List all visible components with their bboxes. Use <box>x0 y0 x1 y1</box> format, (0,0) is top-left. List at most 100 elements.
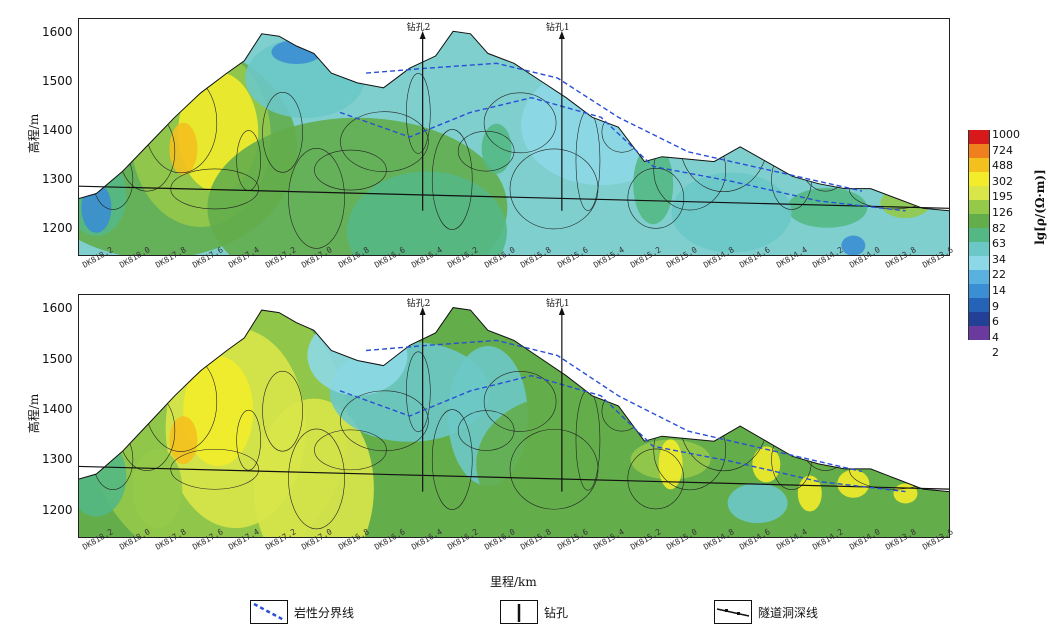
tunnel-depth-line <box>79 465 949 490</box>
colorbar-swatch <box>968 172 990 186</box>
colorbar-label: 488 <box>992 159 1013 173</box>
resistivity-region-16 <box>841 235 866 255</box>
chart-panel-top: 钻孔2 钻孔1 <box>78 18 950 256</box>
borehole-legend-swatch <box>500 600 538 624</box>
contour-line-23 <box>823 351 896 452</box>
contour-line-0 <box>79 93 92 134</box>
colorbar-label: 126 <box>992 206 1013 219</box>
borehole-label-2: 钻孔1 <box>546 21 570 33</box>
borehole-arrow-2 <box>558 307 565 315</box>
chart-panel-bottom: 钻孔2 钻孔1 <box>78 294 950 538</box>
resistivity-region-6 <box>307 315 408 396</box>
contour-line-6 <box>262 91 303 173</box>
colorbar-label: 302 <box>992 174 1013 188</box>
y-tick-label: 1400 <box>42 401 73 416</box>
resistivity-field <box>79 307 949 537</box>
colorbar-swatch <box>968 130 990 144</box>
tunnel-legend-label: 隧道洞深线 <box>758 606 819 620</box>
borehole-legend-label: 钻孔 <box>544 606 569 620</box>
lithology-boundary-1 <box>366 339 863 473</box>
y-tick-label: 1400 <box>42 123 73 138</box>
contour-line-13 <box>483 371 557 432</box>
colorbar-swatch <box>968 298 990 312</box>
contour-line-25 <box>914 130 940 191</box>
contour-line-17 <box>627 448 685 510</box>
contour-line-20 <box>745 93 770 134</box>
contour-line-25 <box>914 409 940 471</box>
resistivity-region-15 <box>671 172 792 253</box>
y-tick-label: 1600 <box>42 24 73 39</box>
dashed-line-icon <box>253 602 285 622</box>
lithology-boundary-0 <box>339 96 906 212</box>
y-tick-label: 1200 <box>42 221 73 236</box>
contour-line-9 <box>340 111 429 173</box>
colorbar-swatch <box>968 270 990 284</box>
colorbar-label: 34 <box>992 252 1006 266</box>
colorbar-label: 724 <box>992 143 1013 157</box>
lithology-boundary-0 <box>339 374 906 493</box>
y-axis-label-bottom: 高程/m <box>27 393 42 434</box>
resistivity-region-13 <box>837 469 870 498</box>
colorbar-swatch <box>968 214 990 228</box>
y-tick-label: 1300 <box>42 172 73 187</box>
colorbar-swatch <box>968 228 990 242</box>
resistivity-region-8 <box>476 394 657 535</box>
colorbar-swatch <box>968 312 990 326</box>
colorbar-swatch <box>968 242 990 256</box>
contour-line-8 <box>314 149 387 191</box>
y-tick-label: 1500 <box>42 73 73 88</box>
contour-line-10 <box>405 351 431 433</box>
colorbar-swatch <box>968 144 990 158</box>
y-axis-label-top: 高程/m <box>27 113 42 154</box>
borehole-label-1: 钻孔2 <box>407 21 431 33</box>
terrain-profile <box>79 30 949 212</box>
colorbar-swatch <box>968 326 990 340</box>
borehole-label-2: 钻孔1 <box>546 297 570 309</box>
contour-line-13 <box>483 92 557 154</box>
resistivity-region-3 <box>169 122 198 175</box>
contour-line-0 <box>79 371 92 413</box>
colorbar-swatch <box>968 256 990 270</box>
resistivity-region-11 <box>633 144 674 225</box>
colorbar-title: lg[ρ/(Ω·m)] <box>1032 169 1047 245</box>
tunnel-depth-line <box>79 185 949 209</box>
contour-line-11 <box>431 409 473 510</box>
contour-line-22 <box>797 110 854 192</box>
resistivity-region-14 <box>893 483 918 504</box>
contour-line-11 <box>431 129 473 230</box>
colorbar-label: 82 <box>992 221 1006 235</box>
resistivity-region-2 <box>183 356 254 467</box>
resistivity-region-10 <box>658 439 683 490</box>
contour-line-8 <box>314 429 387 471</box>
resistivity-field <box>79 31 949 255</box>
colorbar-swatch <box>968 200 990 214</box>
tunnel-line-icon <box>716 608 750 617</box>
contour-line-10 <box>405 73 431 154</box>
section-plot-top: 钻孔2 钻孔1 <box>79 21 949 255</box>
contour-line-7 <box>288 428 345 530</box>
section-plot-bottom: 钻孔2 钻孔1 <box>79 297 949 537</box>
borehole-label-1: 钻孔2 <box>407 297 431 309</box>
resistivity-region-4 <box>253 398 374 537</box>
resistivity-region-11 <box>752 446 781 483</box>
x-axis-label: 里程/km <box>490 575 537 589</box>
resistivity-region-5 <box>347 171 507 255</box>
resistivity-region-3 <box>169 416 198 465</box>
resistivity-region-15 <box>727 483 788 524</box>
contour-line-7 <box>288 148 345 249</box>
borehole-arrow-1 <box>419 307 426 315</box>
contour-line-23 <box>823 72 896 174</box>
colorbar-label: 22 <box>992 268 1006 282</box>
boundary-legend-label: 岩性分界线 <box>294 606 355 620</box>
y-tick-label: 1300 <box>42 452 73 467</box>
resistivity-region-12 <box>481 123 512 174</box>
resistivity-region-13 <box>880 188 931 219</box>
colorbar-label: 195 <box>992 190 1013 204</box>
contour-line-12 <box>457 130 515 172</box>
colorbar-label: 4 <box>992 330 999 344</box>
resistivity-region-9 <box>81 182 112 233</box>
boundary-legend-swatch <box>250 600 288 624</box>
colorbar-swatch <box>968 186 990 200</box>
lithology-boundary-1 <box>366 62 863 192</box>
resistivity-region-7 <box>271 40 322 65</box>
